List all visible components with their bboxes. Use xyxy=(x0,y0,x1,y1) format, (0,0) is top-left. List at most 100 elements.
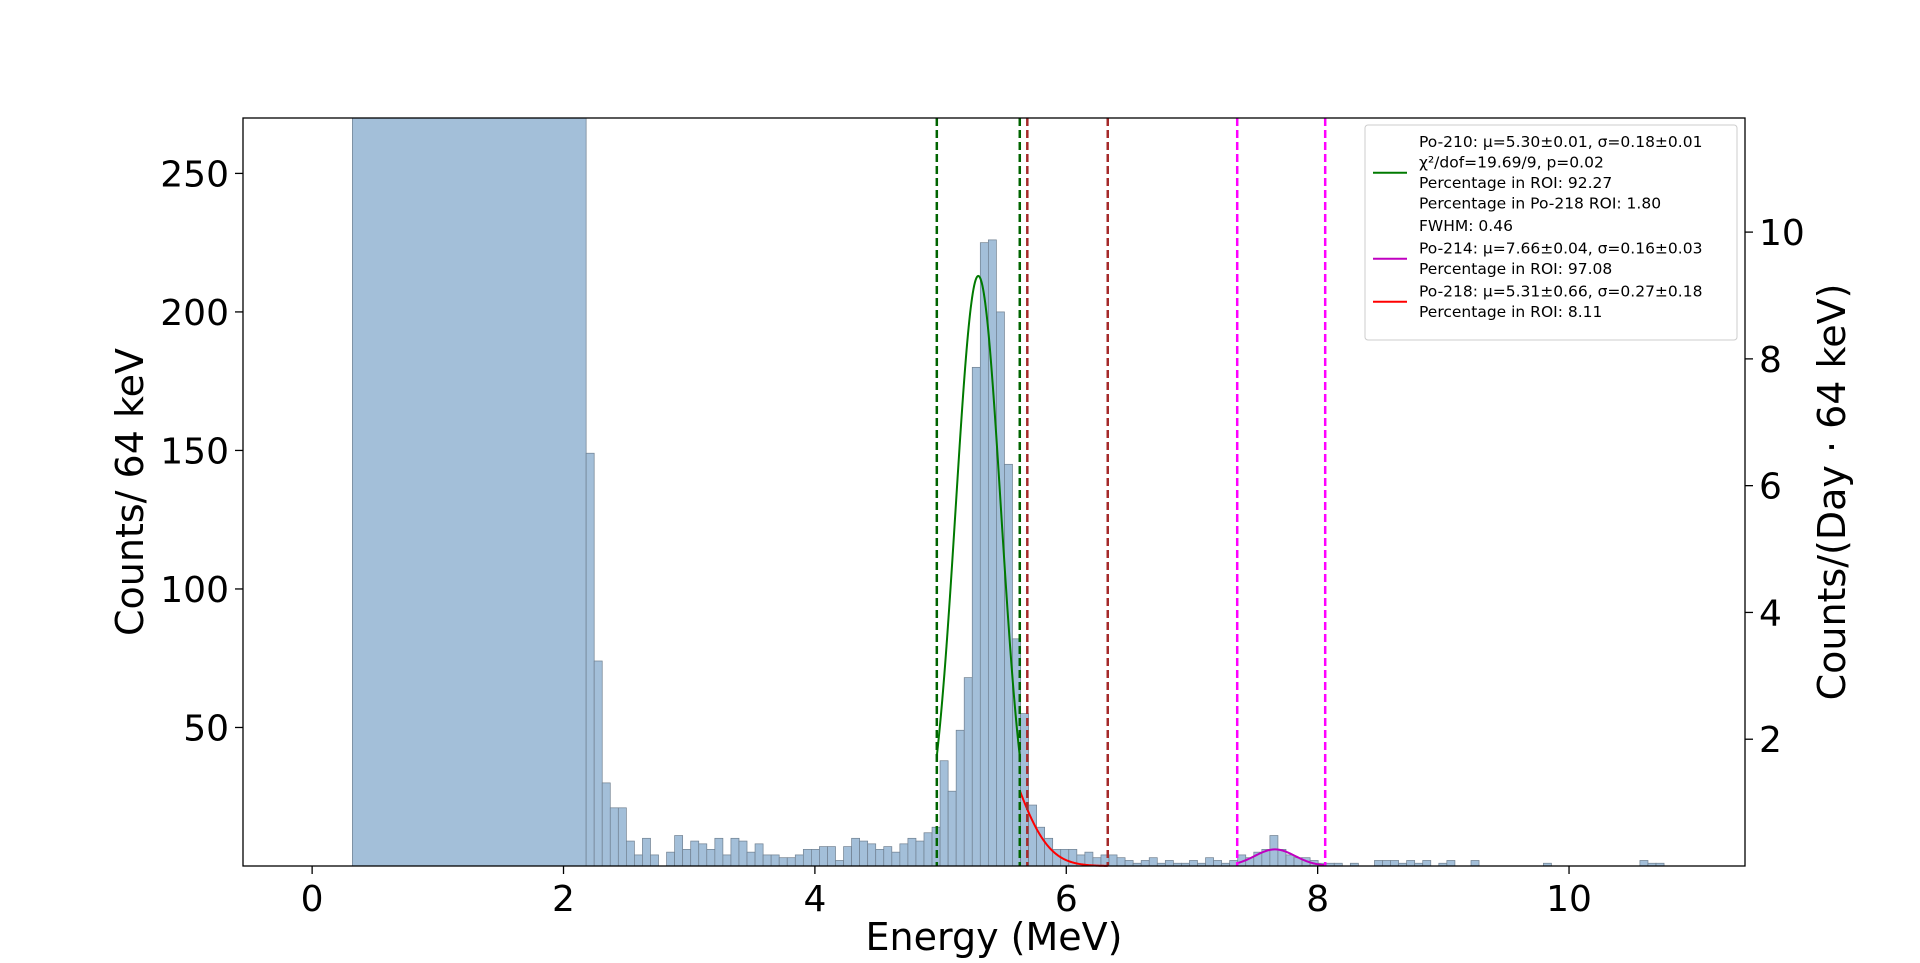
legend-text: Percentage in Po-218 ROI: 1.80 xyxy=(1419,195,1661,213)
histogram-bar xyxy=(786,857,796,867)
histogram-bar xyxy=(601,782,611,867)
y-right-tick-label: 10 xyxy=(1759,213,1805,254)
fit-curve-po-210 xyxy=(935,274,1021,757)
histogram-bar xyxy=(996,311,1005,867)
histogram-bar xyxy=(1205,857,1214,867)
histogram-bar xyxy=(682,849,692,867)
legend-text: Percentage in ROI: 97.08 xyxy=(1419,260,1612,278)
histogram-bar xyxy=(859,840,869,867)
legend-text: Percentage in ROI: 8.11 xyxy=(1419,303,1602,321)
histogram-bar xyxy=(802,849,812,867)
histogram-bar xyxy=(714,837,724,867)
histogram-bar xyxy=(1124,860,1134,867)
histogram-bar xyxy=(698,843,708,867)
histogram-bar xyxy=(1406,860,1416,867)
histogram-bar xyxy=(1213,860,1222,867)
histogram-bar xyxy=(722,854,732,867)
histogram-bar xyxy=(883,846,893,867)
y-axis-label: Counts/ 64 keV xyxy=(108,348,152,636)
histogram-bar xyxy=(811,849,820,867)
histogram-bar xyxy=(1140,860,1150,867)
plot-frame xyxy=(242,117,1746,867)
histogram-bar xyxy=(778,857,788,867)
histogram-bar xyxy=(593,660,603,867)
y-right-tick-label: 6 xyxy=(1759,467,1782,508)
histogram-bar xyxy=(1108,854,1118,867)
legend-text: Po-218: μ=5.31±0.66, σ=0.27±0.18 xyxy=(1419,283,1702,301)
histogram-bar xyxy=(746,851,756,867)
x-tick-label: 10 xyxy=(1546,879,1592,920)
histogram-bar xyxy=(819,846,828,867)
legend-box xyxy=(1364,124,1738,341)
y-tick-label: 50 xyxy=(183,708,229,749)
histogram-bar xyxy=(674,835,684,867)
histogram-bar xyxy=(923,832,933,867)
y-right-axis-label: Counts/(Day · 64 keV) xyxy=(1810,284,1854,701)
x-axis-label: Energy (MeV) xyxy=(866,915,1123,959)
histogram-bar xyxy=(867,843,877,867)
histogram-bar xyxy=(915,840,925,867)
histogram-bar xyxy=(738,840,748,867)
histogram-bar xyxy=(947,790,957,867)
histogram-bar xyxy=(1189,860,1198,867)
histogram-bar xyxy=(851,837,860,867)
x-tick-label: 4 xyxy=(803,879,826,920)
histogram-bar xyxy=(979,242,989,867)
histogram-bar xyxy=(626,840,635,867)
histogram-bar xyxy=(634,854,643,867)
histogram-bar xyxy=(1148,857,1158,867)
histogram-bar xyxy=(1382,860,1391,867)
y-tick-label: 100 xyxy=(160,570,229,611)
histogram-bar xyxy=(1374,860,1383,867)
histogram-bar xyxy=(1639,860,1649,867)
y-right-tick-label: 4 xyxy=(1759,593,1782,634)
histogram-bar xyxy=(971,366,981,867)
histogram-bar xyxy=(585,452,595,867)
histogram-bar xyxy=(1164,860,1174,867)
legend-text: Percentage in ROI: 92.27 xyxy=(1419,174,1612,192)
histogram-bar xyxy=(1390,860,1399,867)
x-tick-label: 2 xyxy=(552,879,575,920)
histogram-bar xyxy=(1116,857,1126,867)
y-right-tick-label: 8 xyxy=(1759,340,1782,381)
x-axis-ticks: 0 2 4 6 8 10 xyxy=(301,866,1592,920)
histogram-bar xyxy=(706,849,716,867)
histogram-bar xyxy=(899,843,909,867)
histogram-bar xyxy=(650,854,659,867)
histogram-bar xyxy=(955,729,965,867)
histogram-bar xyxy=(939,760,949,867)
histogram-bar xyxy=(891,851,901,867)
histogram-bar xyxy=(352,117,587,867)
x-tick-label: 0 xyxy=(301,879,324,920)
histogram-bar xyxy=(827,846,836,867)
histogram-bar xyxy=(1269,835,1279,867)
legend-text: Po-210: μ=5.30±0.01, σ=0.18±0.01 xyxy=(1419,133,1702,151)
legend: Po-210: μ=5.30±0.01, σ=0.18±0.01 χ²/dof=1… xyxy=(1364,124,1738,341)
histogram-bar xyxy=(762,854,772,867)
histogram-bar xyxy=(617,807,627,867)
histogram-bar xyxy=(1446,860,1456,867)
legend-text: FWHM: 0.46 xyxy=(1419,217,1513,235)
histogram-bar xyxy=(1422,860,1432,867)
histogram-bar xyxy=(609,807,619,867)
y-tick-label: 150 xyxy=(160,431,229,472)
histogram-bar xyxy=(875,849,885,867)
legend-text: Po-214: μ=7.66±0.04, σ=0.16±0.03 xyxy=(1419,240,1702,258)
histogram-bar xyxy=(770,854,780,867)
y-tick-label: 200 xyxy=(160,293,229,334)
histogram-bar xyxy=(907,837,917,867)
roi-lines xyxy=(935,118,1327,866)
histogram-bars xyxy=(352,117,1665,867)
histogram-bar xyxy=(835,860,844,867)
y-right-tick-label: 2 xyxy=(1759,720,1782,761)
histogram-bar xyxy=(963,677,973,867)
histogram-bar xyxy=(754,843,764,867)
y-axis-ticks: 50 100 150 200 250 xyxy=(160,154,243,749)
histogram-bar xyxy=(843,846,852,867)
histogram-bar xyxy=(690,840,700,867)
histogram-bar xyxy=(1285,854,1295,867)
histogram-bar xyxy=(794,854,804,867)
fit-curve-po-214 xyxy=(1236,848,1326,867)
histogram-bar xyxy=(730,837,740,867)
histogram-bar xyxy=(1470,860,1480,867)
